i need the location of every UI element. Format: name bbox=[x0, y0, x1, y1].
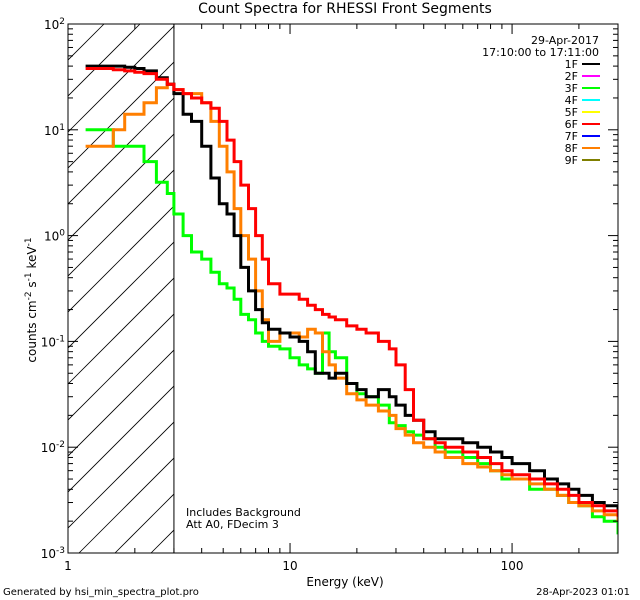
hatch-line bbox=[68, 133, 174, 241]
hatch-line bbox=[68, 277, 174, 385]
observation-date: 29-Apr-2017 bbox=[531, 34, 599, 47]
hatch-line bbox=[78, 457, 174, 553]
y-tick-labels: 10-3 10-2 10-1 100 101 102 bbox=[41, 17, 66, 561]
footer-timestamp: 28-Apr-2023 01:01 bbox=[536, 587, 630, 598]
hatch-line bbox=[68, 205, 174, 313]
plot-frame bbox=[67, 23, 619, 554]
legend-label: 8F bbox=[565, 142, 578, 155]
observation-time-range: 17:10:00 to 17:11:00 bbox=[482, 46, 599, 59]
y-tick-label: 10-1 bbox=[41, 334, 65, 349]
annotation-attenuator: Att A0, FDecim 3 bbox=[186, 518, 279, 531]
y-tick-label: 102 bbox=[44, 17, 65, 32]
legend-label: 7F bbox=[565, 130, 578, 143]
hatch-line bbox=[68, 97, 174, 205]
hatch-line bbox=[68, 169, 174, 277]
y-tick-label: 100 bbox=[44, 229, 65, 244]
hatch-line bbox=[68, 24, 141, 97]
legend-label: 4F bbox=[565, 94, 578, 107]
y-tick-label: 10-3 bbox=[41, 546, 65, 561]
series-line-6F bbox=[85, 67, 618, 517]
y-tick-label: 101 bbox=[44, 123, 65, 138]
legend-label: 1F bbox=[565, 58, 578, 71]
hatch-line bbox=[68, 241, 174, 349]
x-tick-label: 1 bbox=[64, 559, 72, 573]
y-tick-label: 10-2 bbox=[41, 440, 65, 455]
legend-label: 5F bbox=[565, 106, 578, 119]
x-tick-labels: 1 10 100 bbox=[64, 559, 523, 573]
series-line-1F bbox=[85, 64, 618, 511]
series-line-3F bbox=[85, 128, 618, 535]
x-tick-label: 10 bbox=[282, 559, 297, 573]
footer-generated-by: Generated by hsi_min_spectra_plot.pro bbox=[3, 587, 199, 598]
hatch-line bbox=[114, 493, 174, 553]
annotation-background: Includes Background bbox=[186, 506, 301, 519]
x-tick-label: 100 bbox=[501, 559, 524, 573]
hatch-line bbox=[68, 25, 174, 133]
hatch-line bbox=[68, 385, 174, 493]
hatch-line bbox=[68, 421, 174, 529]
hatch-line bbox=[68, 61, 174, 169]
legend-label: 3F bbox=[565, 82, 578, 95]
hatch-line bbox=[68, 24, 105, 61]
legend-label: 9F bbox=[565, 154, 578, 167]
series-line-8F bbox=[85, 82, 618, 522]
legend-label: 6F bbox=[565, 118, 578, 131]
excluded-region-hatch bbox=[68, 24, 174, 553]
series-group bbox=[85, 64, 618, 535]
x-axis-label: Energy (keV) bbox=[306, 575, 383, 589]
y-axis-label: counts cm-2 s-1 keV-1 bbox=[24, 237, 39, 362]
legend-label: 2F bbox=[565, 70, 578, 83]
chart-title: Count Spectra for RHESSI Front Segments bbox=[198, 1, 492, 17]
axis-ticks bbox=[67, 24, 619, 554]
